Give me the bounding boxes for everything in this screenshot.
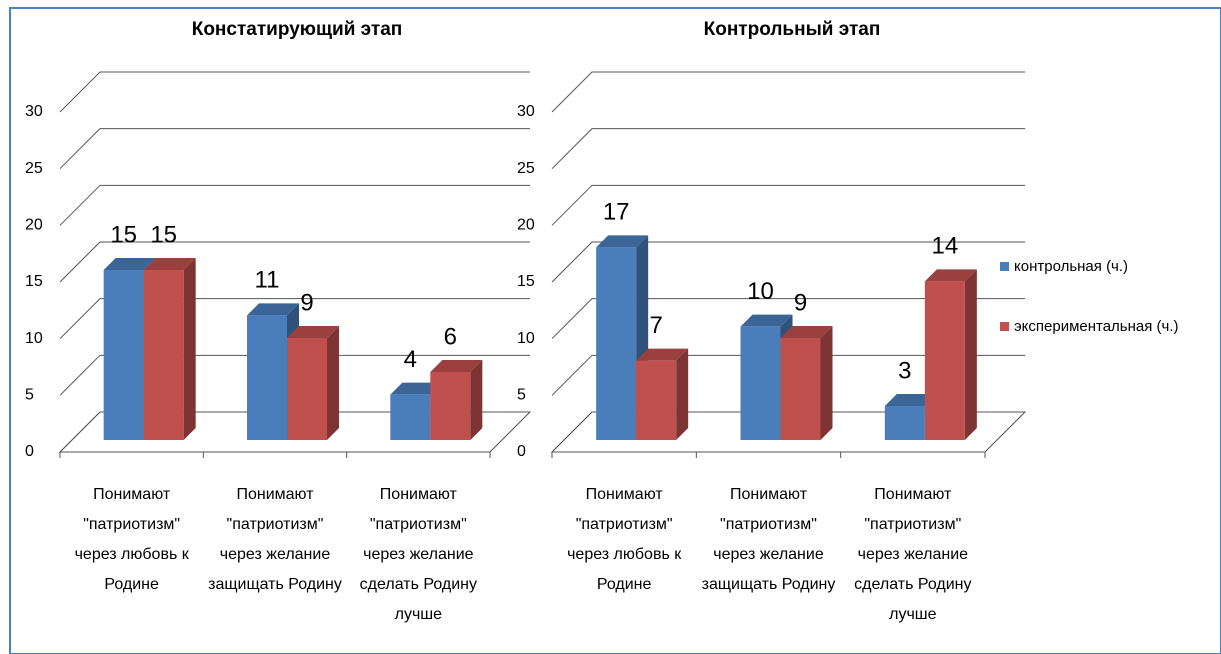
bar-top	[390, 382, 443, 395]
grid-line	[59, 241, 530, 283]
x-tick-label: Понимают "патриотизм" через желание защи…	[701, 486, 836, 593]
grid-line	[59, 71, 530, 113]
grid-line	[551, 71, 1025, 113]
bar-top	[924, 269, 977, 282]
bar-top	[636, 348, 689, 361]
bar	[390, 394, 431, 440]
data-label: 6	[444, 323, 457, 350]
x-tick-label: Понимают "патриотизм" через желание сдел…	[359, 486, 477, 623]
bar-side	[183, 258, 196, 440]
grid-line	[551, 298, 1025, 340]
bar-top	[103, 258, 156, 270]
x-tick-label: Понимают "патриотизм" через желание сдел…	[854, 486, 972, 623]
bar-top	[143, 258, 196, 270]
data-label: 17	[603, 199, 630, 226]
bar-top	[287, 326, 339, 338]
grid-line	[59, 128, 530, 170]
legend-swatch	[1000, 262, 1009, 271]
bar-top	[884, 394, 937, 406]
data-label: 7	[649, 312, 662, 339]
data-label: 3	[898, 357, 911, 384]
y-tick-label: 20	[517, 217, 535, 234]
y-tick-label: 5	[25, 387, 34, 404]
y-tick-label: 10	[517, 330, 535, 347]
bar-side	[964, 269, 977, 440]
y-tick-label: 10	[25, 330, 43, 347]
legend-swatch	[1000, 322, 1009, 331]
legend-label: экспериментальная (ч.)	[1014, 318, 1179, 335]
bar-top	[247, 303, 299, 316]
y-tick-label: 20	[25, 217, 43, 234]
bar-top	[596, 235, 649, 248]
chart-title: Констатирующий этап	[192, 19, 403, 40]
bar	[740, 326, 781, 440]
bar-top	[430, 360, 483, 372]
data-label: 10	[747, 278, 774, 305]
grid-line	[551, 411, 1025, 453]
chart-title: Контрольный этап	[704, 19, 881, 40]
x-tick-label: Понимают "патриотизм" через любовь к Род…	[567, 486, 682, 593]
y-tick-label: 0	[25, 443, 34, 460]
data-label: 9	[300, 289, 313, 316]
grid-line	[59, 184, 530, 226]
data-label: 11	[255, 267, 280, 294]
legend-entry: контрольная (ч.)	[1000, 258, 1128, 275]
data-label: 4	[404, 346, 417, 373]
bar	[924, 281, 965, 440]
y-tick-label: 5	[517, 387, 526, 404]
y-tick-label: 25	[517, 160, 535, 177]
bar-top	[740, 314, 793, 327]
y-tick-label: 30	[25, 103, 43, 120]
bar-side	[327, 326, 339, 440]
grid-line	[551, 241, 1025, 283]
frame	[9, 7, 1221, 654]
y-tick-label: 30	[517, 103, 535, 120]
bar	[430, 372, 471, 440]
y-tick-label: 0	[517, 443, 526, 460]
legend-entry: экспериментальная (ч.)	[1000, 318, 1179, 335]
bar	[884, 406, 925, 440]
bar	[636, 360, 677, 440]
grid-line	[551, 128, 1025, 170]
bar-side	[470, 360, 483, 440]
bar	[143, 270, 184, 440]
bar-side	[676, 348, 689, 440]
data-label: 15	[150, 221, 177, 248]
grid-line	[59, 411, 530, 453]
bar	[247, 315, 287, 440]
bar	[596, 247, 637, 440]
grid-line	[551, 354, 1025, 396]
y-tick-label: 25	[25, 160, 43, 177]
bar	[103, 270, 144, 440]
grid-line	[551, 184, 1025, 226]
data-label: 9	[794, 289, 807, 316]
bar-side	[820, 326, 833, 440]
data-label: 15	[110, 221, 137, 248]
x-tick-label: Понимают "патриотизм" через любовь к Род…	[74, 486, 189, 593]
bar	[780, 338, 821, 440]
grid-line	[59, 298, 530, 340]
data-label: 14	[931, 233, 958, 260]
bar	[287, 338, 327, 440]
grid-line	[59, 354, 530, 396]
x-tick-label: Понимают "патриотизм" через желание защи…	[208, 486, 342, 593]
y-tick-label: 15	[517, 273, 535, 290]
y-tick-label: 15	[25, 273, 43, 290]
legend-label: контрольная (ч.)	[1014, 258, 1129, 275]
bar-top	[780, 326, 833, 338]
